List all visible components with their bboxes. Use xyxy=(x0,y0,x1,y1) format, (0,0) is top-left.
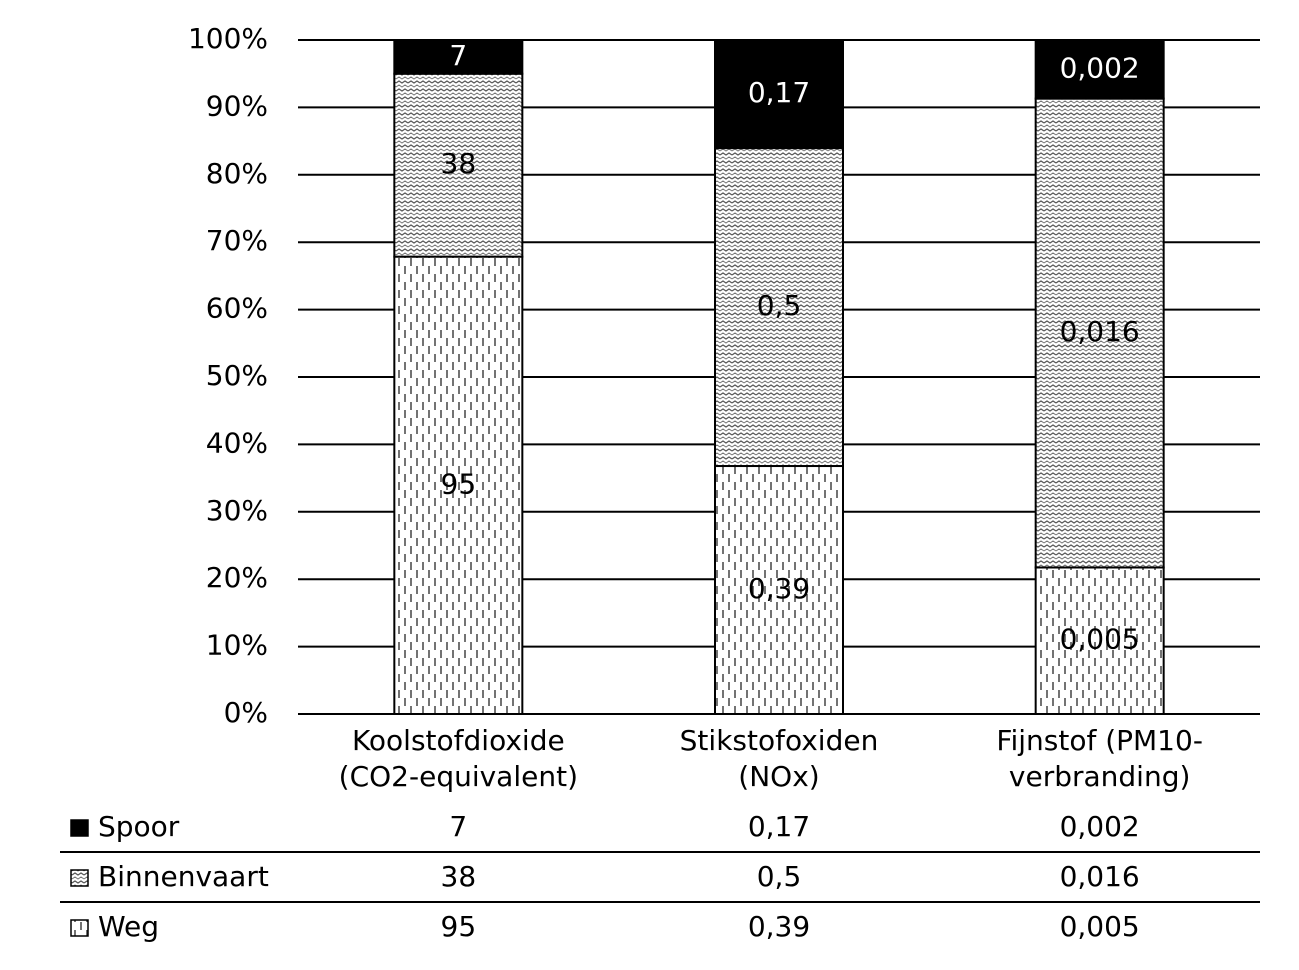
bar-segment xyxy=(393,255,524,715)
legend-swatch xyxy=(70,819,89,837)
y-tick-label: 10% xyxy=(206,629,268,662)
y-tick-label: 20% xyxy=(206,561,268,594)
y-tick-label: 100% xyxy=(188,22,268,55)
bar-segment xyxy=(393,72,524,258)
table-cell: 0,5 xyxy=(757,860,802,893)
x-tick-label: (CO2-equivalent) xyxy=(339,760,578,793)
legend-label: Weg xyxy=(98,910,159,943)
x-tick-label: Stikstofoxiden xyxy=(680,724,879,757)
bar-segment xyxy=(714,39,844,150)
y-tick-label: 0% xyxy=(224,696,268,729)
x-tick-label: Fijnstof (PM10- xyxy=(996,724,1203,757)
data-label: 0,005 xyxy=(1060,623,1140,656)
bar-segment xyxy=(714,465,844,715)
data-label: 7 xyxy=(449,39,467,72)
y-tick-label: 30% xyxy=(206,494,268,527)
data-label: 38 xyxy=(441,147,477,180)
table-cell: 95 xyxy=(441,910,477,943)
data-label: 0,39 xyxy=(748,572,810,605)
table-cell: 0,17 xyxy=(748,810,810,843)
table-cell: 7 xyxy=(449,810,467,843)
y-tick-label: 40% xyxy=(206,426,268,459)
data-label: 95 xyxy=(441,467,477,500)
legend-swatch xyxy=(70,919,89,937)
data-label: 0,016 xyxy=(1060,315,1140,348)
bar-segment xyxy=(714,147,844,468)
table-cell: 0,39 xyxy=(748,910,810,943)
table-cell: 0,005 xyxy=(1060,910,1140,943)
bar-segment xyxy=(393,39,524,75)
y-tick-label: 60% xyxy=(206,292,268,325)
legend-swatch xyxy=(70,869,89,887)
data-label: 0,5 xyxy=(757,289,802,322)
x-tick-label: verbranding) xyxy=(1009,760,1191,793)
data-label: 0,17 xyxy=(748,76,810,109)
table-cell: 0,016 xyxy=(1060,860,1140,893)
x-tick-label: Koolstofdioxide xyxy=(352,724,565,757)
bar-segment xyxy=(1034,97,1165,569)
bar-segment xyxy=(1034,39,1165,100)
table-cell: 0,002 xyxy=(1060,810,1140,843)
y-tick-label: 70% xyxy=(206,224,268,257)
y-tick-label: 80% xyxy=(206,157,268,190)
y-tick-label: 90% xyxy=(206,89,268,122)
x-tick-label: (NOx) xyxy=(738,760,819,793)
table-cell: 38 xyxy=(441,860,477,893)
legend-label: Binnenvaart xyxy=(98,860,269,893)
data-label: 0,002 xyxy=(1060,51,1140,84)
legend-label: Spoor xyxy=(98,810,180,843)
y-tick-label: 50% xyxy=(206,359,268,392)
